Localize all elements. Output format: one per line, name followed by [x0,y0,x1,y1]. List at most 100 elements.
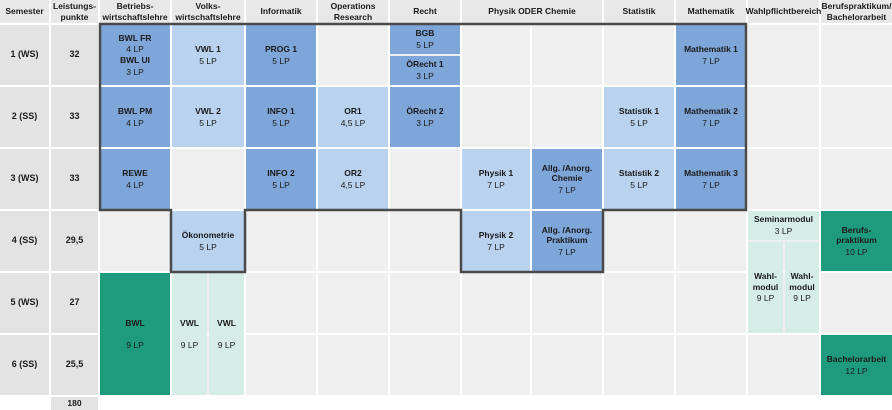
module-lp: 5 LP [199,55,217,66]
empty-cell [604,25,674,85]
empty-cell [676,335,746,395]
module-berufspraktikum[interactable]: Berufs- praktikum 10 LP [821,211,892,271]
empty-cell [462,25,530,85]
empty-cell [748,335,819,395]
module-name: Bachelorarbeit [826,353,887,364]
module-lp: 5 LP [416,40,434,50]
module-name: ÖRecht 2 [406,105,444,116]
module-name: INFO 2 [267,167,295,178]
empty-cell [604,211,674,271]
module-name: Physik 2 [478,229,514,240]
module-lp: 7 LP [558,184,576,195]
module-lp: 5 LP [272,117,290,128]
module-lp: 4,5 LP [340,179,366,190]
header-mathematik: Mathematik [676,0,746,23]
empty-cell [318,335,388,395]
semester-label: 3 (WS) [0,149,49,209]
module-lp: 9 LP [217,339,236,350]
semester-label: 4 (SS) [0,211,49,271]
module-lp: 12 LP [845,365,868,376]
empty-cell [246,335,316,395]
semester-label: 6 (SS) [0,335,49,395]
module-name: VWL 2 [195,105,221,116]
empty-cell [748,25,819,85]
module-info2[interactable]: INFO 2 5 LP [246,149,316,209]
module-chemie-praktikum[interactable]: Allg. /Anorg. Praktikum 7 LP [532,211,602,271]
empty-cell [390,273,460,333]
module-prog1[interactable]: PROG 1 5 LP [246,25,316,85]
module-name: PROG 1 [264,43,298,54]
module-name: BWL UI [119,55,151,65]
module-vwl-elective-b[interactable]: VWL 9 LP [209,273,244,395]
empty-cell [246,273,316,333]
semester-lp: 33 [51,87,98,147]
module-statistik1[interactable]: Statistik 1 5 LP [604,87,674,147]
header-semester: Semester [0,0,49,23]
empty-cell [532,273,602,333]
empty-cell [532,335,602,395]
module-name: Statistik 2 [618,167,660,178]
module-wahl2[interactable]: Wahl- modul 9 LP [785,242,819,333]
module-vwl2[interactable]: VWL 2 5 LP [172,87,244,147]
semester-lp: 27 [51,273,98,333]
module-name: Mathematik 1 [684,43,738,54]
module-lp: 10 LP [845,246,868,257]
module-physik1[interactable]: Physik 1 7 LP [462,149,530,209]
empty-cell [748,87,819,147]
module-info1[interactable]: INFO 1 5 LP [246,87,316,147]
module-wahl1[interactable]: Wahl- modul 9 LP [748,242,783,333]
module-name: Berufs- praktikum [836,224,877,246]
module-lp: 7 LP [702,179,720,190]
module-mathe2[interactable]: Mathematik 2 7 LP [676,87,746,147]
module-lp: 7 LP [558,246,576,257]
module-mathe1[interactable]: Mathematik 1 7 LP [676,25,746,85]
module-name: Wahl- modul [752,271,779,292]
module-oekonometrie[interactable]: Ökonometrie 5 LP [172,211,244,271]
module-vwl-elective-a[interactable]: VWL 9 LP [172,273,207,395]
module-lp: 7 LP [487,179,505,190]
module-name: BWL FR [118,32,152,43]
module-name: Physik 1 [478,167,514,178]
empty-cell [821,25,892,85]
module-name: VWL [180,317,199,328]
module-bwl-fr-ui[interactable]: BWL FR 4 LP BWL UI 3 LP [100,25,170,85]
header-leistungspunkte: Leistungs- punkte [51,0,98,23]
module-oerecht1[interactable]: ÖRecht 1 3 LP [390,56,460,85]
module-name: Wahl- modul [789,271,815,292]
module-mathe3[interactable]: Mathematik 3 7 LP [676,149,746,209]
module-bgb[interactable]: BGB 5 LP [390,25,460,54]
module-lp: 9 LP [180,339,199,350]
module-bachelorarbeit[interactable]: Bachelorarbeit 12 LP [821,335,892,395]
module-name: ÖRecht 1 [406,59,444,70]
module-or1[interactable]: OR1 4,5 LP [318,87,388,147]
empty-cell [246,211,316,271]
module-lp: 4,5 LP [340,117,366,128]
empty-cell [462,335,530,395]
module-lp: 4 LP [126,179,144,190]
total-lp: 180 [51,397,98,410]
module-physik2[interactable]: Physik 2 7 LP [462,211,530,271]
semester-lp: 25,5 [51,335,98,395]
module-rewe[interactable]: REWE 4 LP [100,149,170,209]
module-bwl-elective[interactable]: BWL 9 LP [100,273,170,395]
module-bwl-pm[interactable]: BWL PM 4 LP [100,87,170,147]
module-or2[interactable]: OR2 4,5 LP [318,149,388,209]
module-name: OR2 [344,167,362,178]
module-lp: 3 LP [774,226,793,236]
module-vwl1[interactable]: VWL 1 5 LP [172,25,244,85]
module-seminar[interactable]: Seminarmodul 3 LP [748,211,819,240]
module-lp: 3 LP [126,66,144,77]
empty-cell [100,211,170,271]
module-name: REWE [122,167,148,178]
header-operations-research: Operations Research [318,0,388,23]
empty-cell [318,211,388,271]
module-statistik2[interactable]: Statistik 2 5 LP [604,149,674,209]
module-name: Statistik 1 [618,105,660,116]
module-lp: 3 LP [416,117,434,128]
module-chemie[interactable]: Allg. /Anorg. Chemie 7 LP [532,149,602,209]
module-lp: 5 LP [272,55,290,66]
header-berufspraktikum: Berufspraktikum/ Bachelorarbeit [821,0,892,23]
module-lp: 7 LP [487,241,505,252]
header-recht: Recht [390,0,460,23]
module-oerecht2[interactable]: ÖRecht 2 3 LP [390,87,460,147]
